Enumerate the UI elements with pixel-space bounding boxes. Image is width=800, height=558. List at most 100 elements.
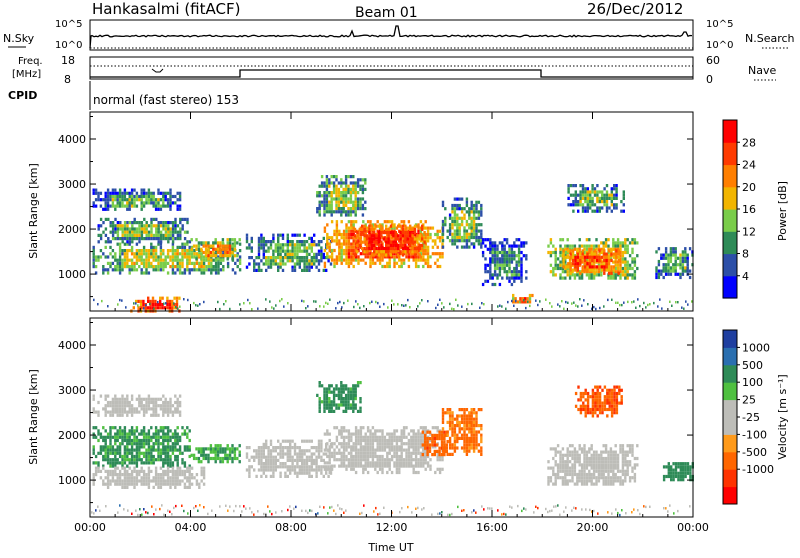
power-noise-cell — [557, 303, 559, 305]
power-cell — [129, 198, 131, 201]
velocity-cell — [253, 456, 255, 459]
power-cell — [124, 198, 126, 201]
velocity-cell — [126, 439, 128, 442]
power-cell — [613, 206, 615, 209]
power-cell — [160, 208, 162, 211]
power-cell — [378, 247, 380, 250]
velocity-cell — [102, 436, 104, 439]
velocity-cell — [136, 398, 138, 401]
power-cell — [618, 253, 620, 256]
power-cell — [148, 265, 150, 268]
velocity-cell — [153, 433, 155, 436]
power-cell — [564, 270, 566, 273]
power-cell — [353, 259, 355, 262]
power-cell — [518, 277, 520, 280]
power-cell — [667, 266, 669, 269]
power-cell — [121, 268, 123, 271]
power-cell — [343, 230, 345, 233]
power-cell — [347, 197, 349, 200]
power-cell — [675, 247, 677, 250]
velocity-cell — [143, 439, 145, 442]
power-cell — [520, 277, 522, 280]
power-cell — [153, 224, 155, 227]
power-cell — [401, 265, 403, 268]
power-cell — [179, 234, 181, 237]
power-cell — [345, 249, 347, 252]
power-cell — [615, 273, 617, 276]
power-cell — [343, 252, 345, 255]
power-cell — [172, 249, 174, 252]
velocity-cell — [279, 456, 281, 459]
velocity-cell — [367, 465, 369, 468]
velocity-cell — [114, 473, 116, 476]
power-cell — [258, 266, 260, 269]
power-cell — [402, 253, 404, 256]
power-cell — [319, 210, 321, 213]
power-cell — [624, 251, 626, 254]
power-cell — [373, 237, 375, 240]
velocity-cell — [335, 403, 337, 406]
velocity-cell — [167, 426, 169, 429]
power-cell — [114, 198, 116, 201]
power-cell — [575, 184, 577, 187]
velocity-cell — [179, 436, 181, 439]
power-cell — [603, 269, 605, 272]
power-cell — [239, 243, 241, 246]
velocity-cell — [148, 476, 150, 479]
power-cell — [289, 253, 291, 256]
power-cell — [162, 234, 164, 237]
velocity-cell — [97, 467, 99, 470]
velocity-cell — [105, 458, 107, 461]
power-cell — [499, 270, 501, 273]
power-cell — [119, 252, 121, 255]
power-cell — [270, 262, 272, 265]
power-cell — [155, 259, 157, 262]
power-cell — [397, 234, 399, 237]
power-cell — [577, 262, 579, 265]
power-cell — [131, 231, 133, 234]
power-cell — [434, 233, 436, 236]
velocity-cell — [425, 461, 427, 464]
power-cell — [153, 249, 155, 252]
velocity-cell — [345, 407, 347, 410]
power-cell — [227, 254, 229, 257]
power-cell — [145, 201, 147, 204]
velocity-cell — [157, 483, 159, 486]
velocity-cell — [410, 439, 412, 442]
power-cell — [371, 225, 373, 228]
power-cell — [263, 240, 265, 243]
velocity-cell — [353, 468, 355, 471]
power-cell — [112, 227, 114, 230]
velocity-cell — [294, 443, 296, 446]
velocity-cell — [143, 414, 145, 417]
power-cell — [586, 238, 588, 241]
power-cell — [353, 246, 355, 249]
power-noise-cell — [421, 299, 423, 301]
power-cell — [405, 255, 407, 258]
power-cell — [591, 203, 593, 206]
velocity-cell — [422, 465, 424, 468]
velocity-cell — [340, 400, 342, 403]
velocity-cell — [212, 457, 214, 460]
power-cell — [117, 192, 119, 195]
velocity-cell — [148, 439, 150, 442]
power-cell — [363, 250, 365, 253]
power-cell — [136, 268, 138, 271]
power-cell — [136, 255, 138, 258]
velocity-cell — [355, 429, 357, 432]
power-cell — [494, 245, 496, 248]
velocity-cell — [148, 407, 150, 410]
power-cell — [160, 255, 162, 258]
velocity-cell — [203, 476, 205, 479]
power-cell — [107, 218, 109, 221]
power-cell — [126, 221, 128, 224]
power-cell — [615, 256, 617, 259]
power-cell — [170, 234, 172, 237]
power-cell — [136, 243, 138, 246]
nave-tick-bottom: 0 — [706, 73, 713, 86]
power-cell — [371, 247, 373, 250]
power-cell — [335, 204, 337, 207]
power-cell — [324, 265, 326, 268]
power-cell — [102, 208, 104, 211]
velocity-cell — [377, 439, 379, 442]
